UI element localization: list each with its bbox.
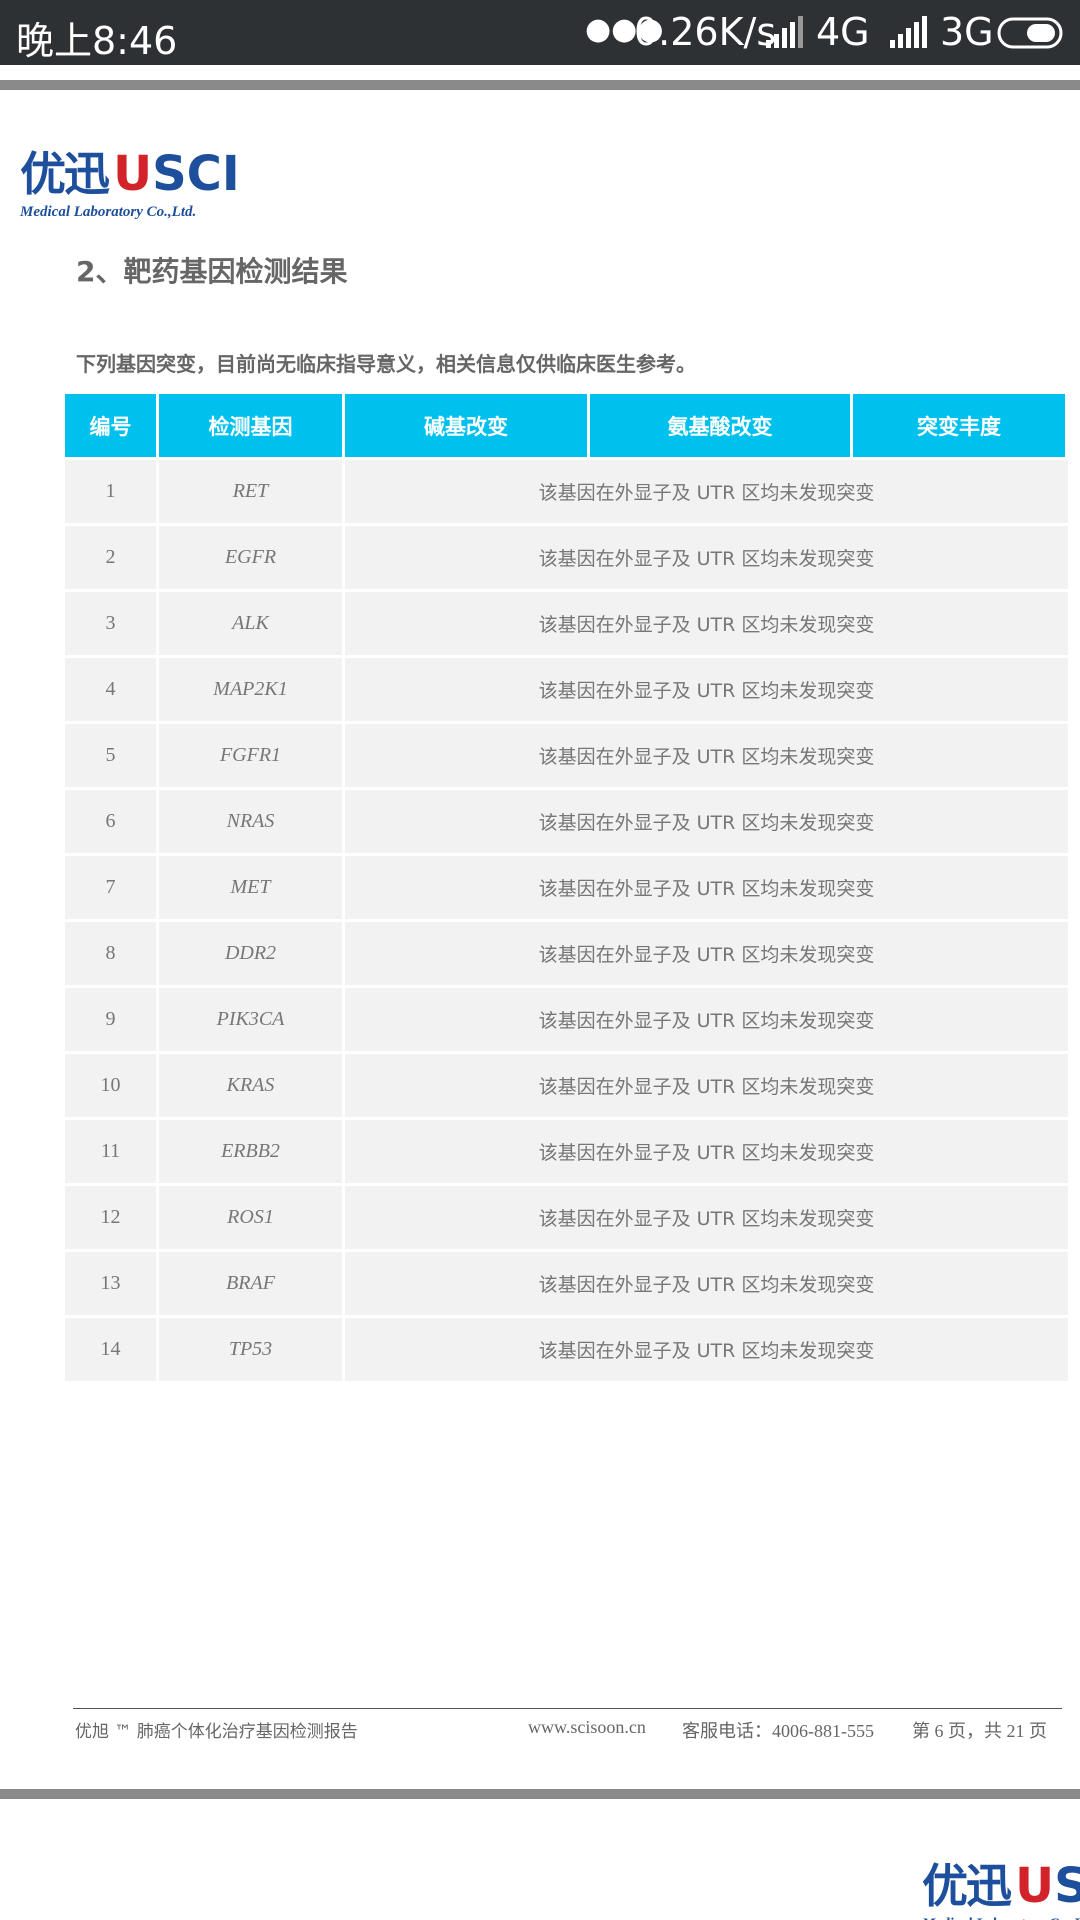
table-header: 检测基因 xyxy=(159,394,345,457)
row-number: 8 xyxy=(65,922,159,985)
separator xyxy=(0,1789,1080,1799)
result: 该基因在外显子及 UTR 区均未发现突变 xyxy=(345,1186,1068,1249)
logo-brand: 优迅 xyxy=(20,147,110,201)
result: 该基因在外显子及 UTR 区均未发现突变 xyxy=(345,790,1068,853)
table-header: 编号 xyxy=(65,394,159,457)
logo-subtitle: Medical Laboratory Co.,Ltd. xyxy=(922,1916,1080,1920)
row-number: 9 xyxy=(65,988,159,1051)
result: 该基因在外显子及 UTR 区均未发现突变 xyxy=(345,1120,1068,1183)
logo-name: USCI xyxy=(1015,1858,1080,1914)
gene-name: RET xyxy=(159,460,345,523)
result: 该基因在外显子及 UTR 区均未发现突变 xyxy=(345,658,1068,721)
time: 晚上8:46 xyxy=(16,19,178,63)
row-number: 10 xyxy=(65,1054,159,1117)
network: 3G xyxy=(940,10,994,54)
network: 4G xyxy=(816,10,870,54)
logo-subtitle: Medical Laboratory Co.,Ltd. xyxy=(20,204,197,220)
result: 该基因在外显子及 UTR 区均未发现突变 xyxy=(345,988,1068,1051)
gene-name: FGFR1 xyxy=(159,724,345,787)
result: 该基因在外显子及 UTR 区均未发现突变 xyxy=(345,460,1068,523)
row-number: 2 xyxy=(65,526,159,589)
row-number: 14 xyxy=(65,1318,159,1381)
result: 该基因在外显子及 UTR 区均未发现突变 xyxy=(345,592,1068,655)
speed: 0.26K/s xyxy=(634,10,777,54)
logo: 优迅 USCI Medical Laboratory Co.,Ltd. xyxy=(922,1850,1080,1920)
gene-name: DDR2 xyxy=(159,922,345,985)
footer-line xyxy=(73,1708,1062,1709)
gene-name: KRAS xyxy=(159,1054,345,1117)
row-number: 12 xyxy=(65,1186,159,1249)
table-header: 碱基改变 xyxy=(345,394,590,457)
logo-name: USCI xyxy=(113,146,240,202)
gene-name: TP53 xyxy=(159,1318,345,1381)
table-header: 氨基酸改变 xyxy=(590,394,853,457)
separator xyxy=(0,80,1080,90)
gene-name: PIK3CA xyxy=(159,988,345,1051)
gene-name: BRAF xyxy=(159,1252,345,1315)
gene-name: ROS1 xyxy=(159,1186,345,1249)
row-number: 7 xyxy=(65,856,159,919)
logo: 优迅 USCI Medical Laboratory Co.,Ltd. xyxy=(20,138,240,221)
signal-icon xyxy=(890,16,927,48)
gene-name: NRAS xyxy=(159,790,345,853)
gene-name: EGFR xyxy=(159,526,345,589)
logo-brand: 优迅 xyxy=(922,1859,1012,1913)
result: 该基因在外显子及 UTR 区均未发现突变 xyxy=(345,526,1068,589)
result: 该基因在外显子及 UTR 区均未发现突变 xyxy=(345,1318,1068,1381)
row-number: 11 xyxy=(65,1120,159,1183)
row-number: 6 xyxy=(65,790,159,853)
gene-name: ALK xyxy=(159,592,345,655)
result: 该基因在外显子及 UTR 区均未发现突变 xyxy=(345,724,1068,787)
gene-name: MAP2K1 xyxy=(159,658,345,721)
row-number: 13 xyxy=(65,1252,159,1315)
result: 该基因在外显子及 UTR 区均未发现突变 xyxy=(345,1054,1068,1117)
gene-name: MET xyxy=(159,856,345,919)
status-bar: 晚上8:46 ●●● 0.26K/s 4G 3G xyxy=(0,0,1080,65)
result: 该基因在外显子及 UTR 区均未发现突变 xyxy=(345,922,1068,985)
row-number: 5 xyxy=(65,724,159,787)
result: 该基因在外显子及 UTR 区均未发现突变 xyxy=(345,1252,1068,1315)
row-number: 3 xyxy=(65,592,159,655)
footer-page: 第 6 页，共 21 页 xyxy=(912,1721,1047,1741)
result: 该基因在外显子及 UTR 区均未发现突变 xyxy=(345,856,1068,919)
row-number: 1 xyxy=(65,460,159,523)
footer-website: www.scisoon.cn xyxy=(528,1717,646,1737)
section-title: 2、靶药基因检测结果 xyxy=(76,255,348,288)
row-number: 4 xyxy=(65,658,159,721)
footer-phone: 客服电话：4006-881-555 xyxy=(682,1721,874,1741)
signal-icon xyxy=(766,16,803,48)
gene-name: ERBB2 xyxy=(159,1120,345,1183)
footer-report: 优旭 ™ 肺癌个体化治疗基因检测报告 xyxy=(75,1722,358,1742)
table-header: 突变丰度 xyxy=(853,394,1068,457)
section-note: 下列基因突变，目前尚无临床指导意义，相关信息仅供临床医生参考。 xyxy=(76,352,696,376)
battery-icon xyxy=(997,17,1063,49)
dots: ●●● xyxy=(585,12,664,47)
